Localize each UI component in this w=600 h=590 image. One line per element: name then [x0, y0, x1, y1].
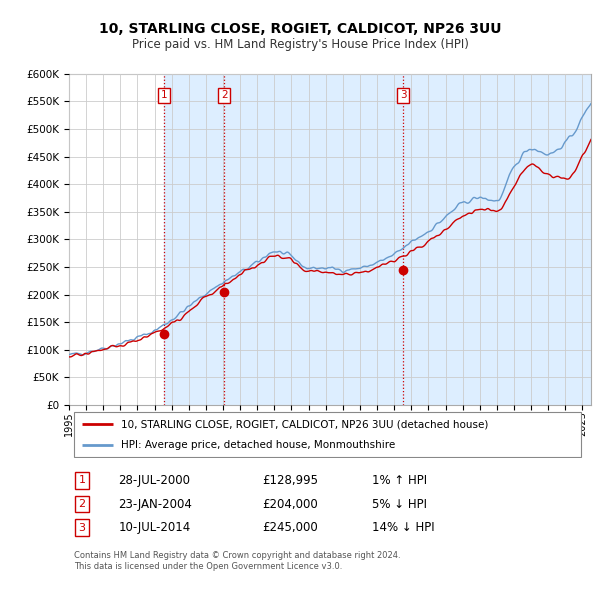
Text: HPI: Average price, detached house, Monmouthshire: HPI: Average price, detached house, Monm… — [121, 440, 395, 450]
Text: Price paid vs. HM Land Registry's House Price Index (HPI): Price paid vs. HM Land Registry's House … — [131, 38, 469, 51]
Text: 28-JUL-2000: 28-JUL-2000 — [119, 474, 191, 487]
Text: £245,000: £245,000 — [262, 521, 318, 534]
Text: 3: 3 — [400, 90, 407, 100]
Text: 1% ↑ HPI: 1% ↑ HPI — [372, 474, 427, 487]
Text: £128,995: £128,995 — [262, 474, 318, 487]
Text: 23-JAN-2004: 23-JAN-2004 — [119, 497, 193, 510]
Text: 1: 1 — [79, 476, 86, 486]
Text: Contains HM Land Registry data © Crown copyright and database right 2024.
This d: Contains HM Land Registry data © Crown c… — [74, 551, 401, 571]
Text: 5% ↓ HPI: 5% ↓ HPI — [372, 497, 427, 510]
Text: 2: 2 — [221, 90, 227, 100]
Text: £204,000: £204,000 — [262, 497, 318, 510]
Bar — [164, 74, 591, 405]
Text: 10-JUL-2014: 10-JUL-2014 — [119, 521, 191, 534]
Text: 3: 3 — [79, 523, 86, 533]
Text: 10, STARLING CLOSE, ROGIET, CALDICOT, NP26 3UU: 10, STARLING CLOSE, ROGIET, CALDICOT, NP… — [99, 22, 501, 36]
Text: 2: 2 — [79, 499, 86, 509]
Text: 10, STARLING CLOSE, ROGIET, CALDICOT, NP26 3UU (detached house): 10, STARLING CLOSE, ROGIET, CALDICOT, NP… — [121, 419, 488, 430]
Text: 1: 1 — [161, 90, 167, 100]
Text: 14% ↓ HPI: 14% ↓ HPI — [372, 521, 434, 534]
